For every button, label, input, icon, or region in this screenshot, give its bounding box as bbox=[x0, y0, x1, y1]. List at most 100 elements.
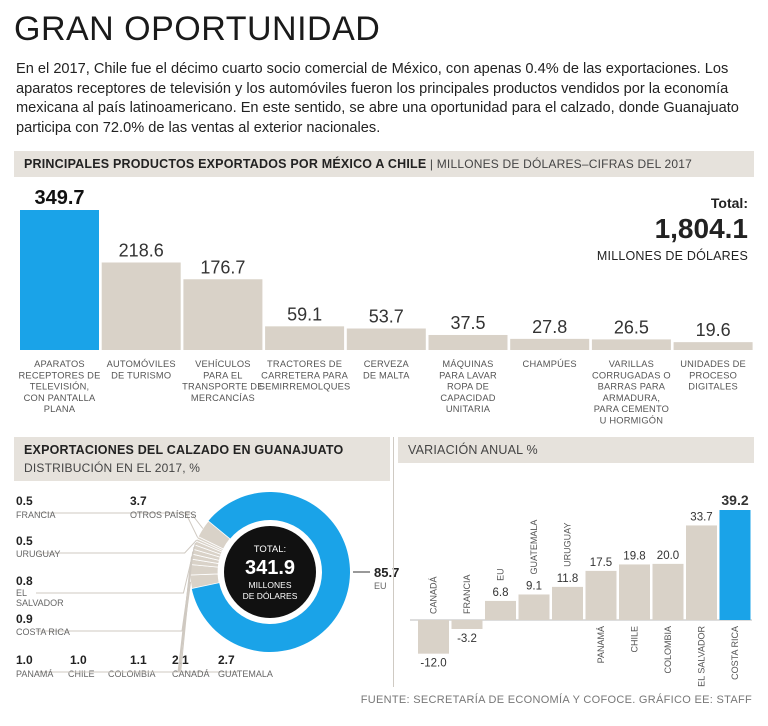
product-value-label: 176.7 bbox=[200, 257, 245, 277]
donut-value-label: 0.5 bbox=[16, 534, 33, 548]
variation-bar bbox=[518, 594, 550, 620]
variation-bar bbox=[552, 586, 583, 620]
section-header-products: PRINCIPALES PRODUCTOS EXPORTADOS POR MÉX… bbox=[14, 151, 754, 177]
product-value-label: 27.8 bbox=[532, 317, 567, 337]
variation-bar bbox=[418, 620, 449, 654]
donut-category-label: OTROS PAÍSES bbox=[130, 510, 196, 520]
product-category-label: RECEPTORES DE bbox=[19, 370, 101, 380]
variation-value-label: 17.5 bbox=[590, 557, 612, 569]
source-footer: FUENTE: SECRETARÍA DE ECONOMÍA Y COFOCE.… bbox=[360, 694, 752, 706]
donut-value-label: 1.0 bbox=[70, 653, 87, 667]
section-header-variation: VARIACIÓN ANUAL % bbox=[398, 437, 754, 463]
variation-bar bbox=[652, 563, 684, 620]
variation-category-label: FRANCIA bbox=[462, 574, 472, 614]
donut-center-value: 341.9 bbox=[245, 557, 295, 579]
variation-category-label: EU bbox=[496, 568, 506, 581]
donut-category-label: GUATEMALA bbox=[218, 669, 273, 679]
product-category-label: ARMADURA, bbox=[603, 393, 661, 403]
product-category-label: U HORMIGÓN bbox=[600, 416, 663, 426]
variation-bar bbox=[686, 525, 717, 620]
donut-category-label: COLOMBIA bbox=[108, 669, 156, 679]
product-value-label: 349.7 bbox=[34, 187, 84, 209]
section-divider bbox=[393, 437, 394, 687]
donut-category-label: FRANCIA bbox=[16, 510, 56, 520]
section-header-shoes: EXPORTACIONES DEL CALZADO EN GUANAJUATO … bbox=[14, 437, 390, 481]
donut-slice bbox=[191, 492, 351, 652]
total-unit: MILLONES DE DÓLARES bbox=[596, 249, 748, 263]
product-category-label: TRANSPORTE DE bbox=[182, 382, 263, 392]
variation-category-label: GUATEMALA bbox=[529, 520, 539, 575]
variation-category-label: CANADÁ bbox=[429, 576, 439, 614]
product-category-label: APARATOS bbox=[34, 359, 85, 369]
product-category-label: CARRETERA PARA bbox=[261, 370, 348, 380]
donut-value-label: 1.1 bbox=[130, 653, 147, 667]
page-title: GRAN OPORTUNIDAD bbox=[14, 10, 381, 48]
donut-category-label: CANADÁ bbox=[172, 669, 210, 679]
intro-paragraph: En el 2017, Chile fue el décimo cuarto s… bbox=[16, 61, 739, 136]
variation-value-label: 33.7 bbox=[690, 511, 712, 523]
product-category-label: MÁQUINAS bbox=[442, 359, 493, 369]
product-value-label: 19.6 bbox=[696, 320, 731, 340]
product-bar bbox=[346, 328, 426, 350]
donut-category-label: PANAMÁ bbox=[16, 669, 53, 679]
variation-category-label: EL SALVADOR bbox=[697, 626, 707, 687]
section-title-shoes: EXPORTACIONES DEL CALZADO EN GUANAJUATO bbox=[24, 443, 344, 457]
variation-bar bbox=[619, 564, 650, 620]
donut-category-label: EL bbox=[16, 588, 27, 598]
product-bar bbox=[265, 326, 345, 350]
variation-bar bbox=[451, 620, 483, 629]
donut-category-label: COSTA RICA bbox=[16, 627, 70, 637]
product-value-label: 218.6 bbox=[119, 240, 164, 260]
donut-category-label: EU bbox=[374, 581, 387, 591]
product-category-label: VARILLAS bbox=[609, 359, 654, 369]
product-category-label: UNITARIA bbox=[446, 404, 491, 414]
donut-value-label: 0.9 bbox=[16, 612, 33, 626]
donut-center-unit: DE DÓLARES bbox=[243, 591, 298, 601]
product-category-label: AUTOMÓVILES bbox=[107, 359, 176, 369]
donut-value-label: 0.5 bbox=[16, 494, 33, 508]
donut-value-label: 3.7 bbox=[130, 494, 147, 508]
donut-center-label: TOTAL: bbox=[254, 544, 286, 555]
donut-slice bbox=[197, 520, 231, 550]
product-category-label: TELEVISIÓN, bbox=[30, 382, 90, 392]
variation-value-label: 9.1 bbox=[526, 580, 542, 592]
section-subtitle-products: | MILLONES DE DÓLARES–CIFRAS DEL 2017 bbox=[429, 157, 693, 171]
product-category-label: SEMIRREMOLQUES bbox=[259, 382, 351, 392]
variation-value-label: 6.8 bbox=[493, 587, 509, 599]
variation-bar bbox=[585, 570, 617, 620]
leader-line bbox=[36, 542, 196, 594]
total-label: Total: bbox=[710, 195, 748, 211]
donut-value-label: 85.7 bbox=[374, 565, 399, 580]
product-category-label: CHAMPÚES bbox=[523, 359, 577, 369]
product-value-label: 53.7 bbox=[369, 307, 404, 327]
product-value-label: 59.1 bbox=[287, 304, 322, 324]
variation-category-label: COSTA RICA bbox=[730, 626, 740, 680]
leader-line bbox=[36, 539, 198, 554]
product-category-label: ROPA DE bbox=[447, 382, 489, 392]
variation-value-label: 39.2 bbox=[721, 492, 748, 508]
product-bar bbox=[20, 210, 99, 350]
donut-center bbox=[224, 526, 316, 618]
product-category-label: TRACTORES DE bbox=[267, 359, 342, 369]
section-subtitle-shoes: DISTRIBUCIÓN EN EL 2017, % bbox=[24, 461, 201, 475]
leader-line bbox=[36, 546, 195, 632]
product-category-label: BARRAS PARA bbox=[598, 382, 666, 392]
product-category-label: CERVEZA bbox=[364, 359, 410, 369]
donut-category-label: CHILE bbox=[68, 669, 95, 679]
product-category-label: MERCANCÍAS bbox=[191, 393, 255, 403]
product-category-label: UNIDADES DE bbox=[680, 359, 746, 369]
variation-bar bbox=[719, 510, 751, 620]
variation-category-label: COLOMBIA bbox=[663, 626, 673, 674]
product-bar bbox=[183, 279, 263, 350]
product-value-label: 37.5 bbox=[450, 313, 485, 333]
variation-value-label: 20.0 bbox=[657, 550, 679, 562]
product-bar bbox=[428, 334, 508, 350]
section-title-variation: VARIACIÓN ANUAL % bbox=[408, 443, 538, 457]
donut-category-label: URUGUAY bbox=[16, 549, 60, 559]
section-title-products: PRINCIPALES PRODUCTOS EXPORTADOS POR MÉX… bbox=[24, 157, 427, 171]
total-value: 1,804.1 bbox=[654, 213, 748, 244]
product-category-label: CAPACIDAD bbox=[440, 393, 495, 403]
product-bar bbox=[591, 339, 671, 350]
product-category-label: PARA LAVAR bbox=[439, 370, 497, 380]
variation-value-label: -12.0 bbox=[420, 658, 446, 670]
